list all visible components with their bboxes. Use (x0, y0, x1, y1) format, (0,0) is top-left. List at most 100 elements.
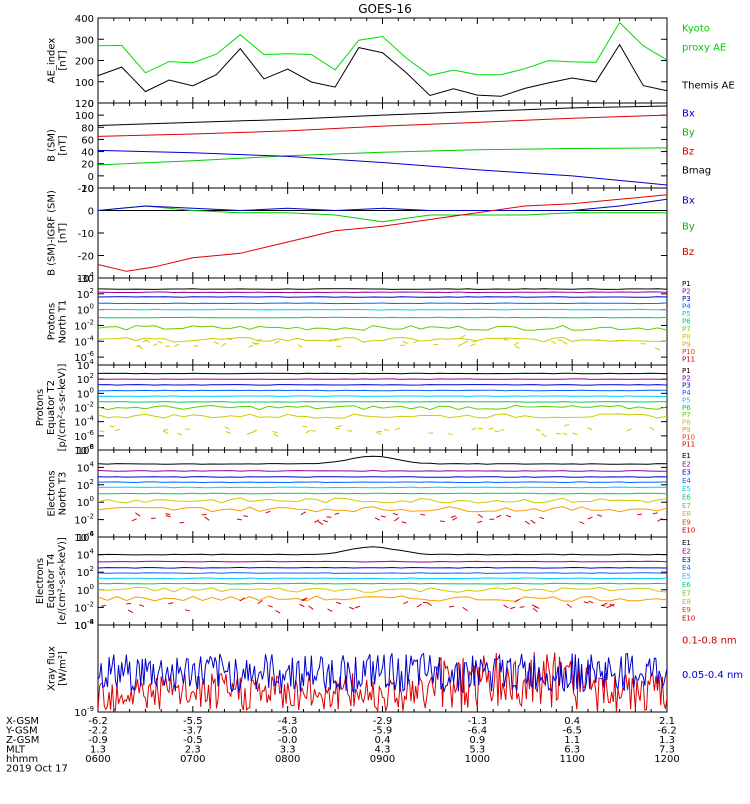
flux-channel-line (98, 583, 667, 584)
sparse-channel-segment (166, 516, 171, 517)
sparse-channel-segment (477, 521, 482, 523)
y-axis-label: [W/m²] (58, 651, 69, 686)
y-tick-label: 20 (81, 160, 94, 171)
sparse-channel-segment (163, 431, 168, 434)
y-axis-label: Protons (47, 303, 58, 340)
y-axis-label: [p/(cm²-s-sr-keV)] (57, 364, 68, 452)
sparse-channel-segment (355, 606, 360, 608)
sparse-channel-segment (478, 514, 483, 517)
sparse-channel-segment (151, 518, 156, 519)
sparse-channel-segment (132, 519, 137, 521)
sparse-channel-segment (298, 345, 303, 347)
legend-entry: E9 (682, 606, 691, 614)
sparse-channel-segment (165, 346, 170, 347)
y-tick-label: 100 (77, 583, 94, 597)
y-tick-label: 0 (88, 172, 94, 183)
sparse-channel-segment (395, 428, 400, 430)
y-tick-label: 10-8 (74, 618, 94, 632)
sparse-channel-segment (377, 431, 382, 432)
sparse-channel-segment (471, 428, 476, 430)
sparse-channel-segment (226, 432, 231, 434)
sparse-channel-segment (314, 520, 319, 523)
flux-channel-line (98, 596, 667, 601)
y-tick-label: 120 (75, 99, 94, 110)
flux-channel-line (98, 567, 667, 568)
sparse-channel-segment (580, 522, 585, 524)
y-tick-label: 10-2 (74, 401, 94, 415)
sparse-channel-segment (533, 608, 538, 611)
sparse-channel-segment (153, 344, 158, 346)
flux-channel-line (98, 317, 667, 318)
sparse-channel-segment (584, 602, 589, 603)
sparse-channel-segment (301, 512, 306, 515)
sparse-channel-segment (249, 345, 254, 347)
sparse-channel-segment (627, 429, 632, 431)
sparse-channel-segment (266, 511, 271, 512)
sparse-channel-segment (606, 606, 611, 608)
legend-entry: Kyoto (682, 24, 710, 35)
sparse-channel-segment (393, 513, 398, 515)
sparse-channel-segment (336, 346, 341, 347)
flux-channel-line (98, 289, 667, 290)
sparse-channel-segment (603, 603, 608, 605)
sparse-channel-segment (158, 341, 163, 343)
sparse-channel-segment (614, 341, 619, 342)
date-label: 2019 Oct 17 (6, 764, 68, 775)
time-tick-label: 1000 (465, 754, 490, 765)
sparse-channel-segment (504, 339, 509, 340)
legend-entry: 0.05-0.4 nm (682, 670, 743, 681)
panel-data (98, 106, 667, 185)
legend-entry: E8 (682, 598, 691, 606)
sparse-channel-segment (588, 517, 593, 519)
sparse-channel-segment (221, 343, 226, 346)
sparse-channel-segment (136, 346, 141, 347)
sparse-channel-segment (174, 344, 179, 346)
y-axis-label: AE_index (47, 38, 58, 84)
sparse-channel-segment (169, 603, 174, 604)
sparse-channel-segment (110, 426, 115, 427)
sparse-channel-segment (463, 607, 468, 610)
sparse-channel-segment (449, 606, 454, 607)
legend-entry: E6 (682, 494, 691, 502)
y-tick-label: 106 (77, 443, 95, 457)
panel-data (98, 373, 667, 436)
sparse-channel-segment (536, 429, 541, 431)
legend-entry: Themis AE (681, 80, 735, 91)
sparse-channel-segment (500, 429, 505, 430)
panel-frame (98, 18, 667, 103)
sparse-channel-segment (337, 426, 342, 427)
sparse-channel-segment (420, 514, 425, 515)
sparse-channel-segment (539, 517, 544, 518)
legend-entry: Bx (682, 196, 695, 207)
series-line (98, 195, 667, 271)
legend-entry: E1 (682, 452, 691, 460)
y-axis-label: North T3 (58, 472, 69, 516)
sparse-channel-segment (514, 342, 519, 345)
sparse-channel-segment (504, 605, 509, 608)
flux-channel-line (98, 482, 667, 483)
time-tick-label: 1100 (559, 754, 584, 765)
sparse-channel-segment (99, 431, 104, 432)
sparse-channel-segment (637, 514, 642, 515)
legend-entry: E2 (682, 547, 691, 555)
sparse-channel-segment (335, 428, 340, 429)
sparse-channel-segment (564, 424, 569, 426)
legend-entry: E1 (682, 539, 691, 547)
time-tick-label: 1200 (654, 754, 679, 765)
flux-channel-line (98, 390, 667, 391)
y-tick-label: 10-4 (74, 415, 94, 429)
y-axis-label: [nT] (58, 223, 69, 243)
legend-entry: proxy AE (682, 43, 726, 54)
panel-data (98, 456, 667, 524)
sparse-channel-segment (471, 344, 476, 346)
sparse-channel-segment (275, 341, 280, 344)
series-line (98, 150, 667, 185)
sparse-channel-segment (556, 433, 561, 434)
y-tick-label: -10 (78, 229, 94, 240)
flux-channel-line (98, 405, 667, 409)
sparse-channel-segment (542, 434, 547, 437)
y-tick-label: 10-2 (74, 318, 94, 332)
